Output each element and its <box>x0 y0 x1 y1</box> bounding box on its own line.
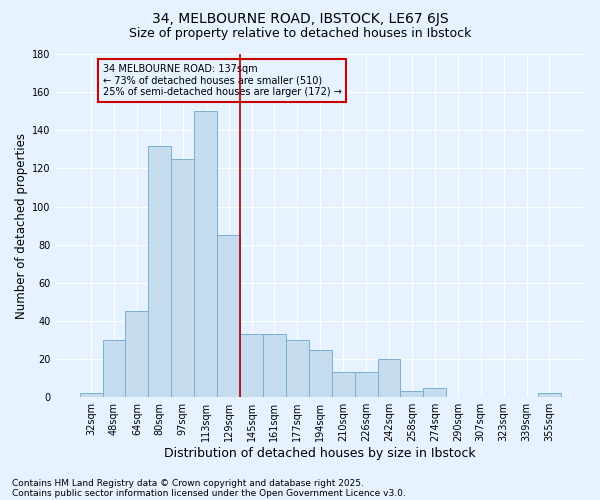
Bar <box>332 372 355 397</box>
Bar <box>171 159 194 397</box>
Bar <box>103 340 125 397</box>
Text: Size of property relative to detached houses in Ibstock: Size of property relative to detached ho… <box>129 28 471 40</box>
Bar <box>217 235 240 397</box>
Bar <box>538 394 561 397</box>
X-axis label: Distribution of detached houses by size in Ibstock: Distribution of detached houses by size … <box>164 447 476 460</box>
Bar <box>400 392 424 397</box>
Text: 34 MELBOURNE ROAD: 137sqm
← 73% of detached houses are smaller (510)
25% of semi: 34 MELBOURNE ROAD: 137sqm ← 73% of detac… <box>103 64 341 96</box>
Bar <box>377 359 400 397</box>
Bar <box>309 350 332 397</box>
Bar <box>80 394 103 397</box>
Text: Contains public sector information licensed under the Open Government Licence v3: Contains public sector information licen… <box>12 488 406 498</box>
Bar <box>194 111 217 397</box>
Bar <box>424 388 446 397</box>
Y-axis label: Number of detached properties: Number of detached properties <box>15 132 28 318</box>
Bar <box>286 340 309 397</box>
Bar <box>355 372 377 397</box>
Bar <box>125 312 148 397</box>
Text: Contains HM Land Registry data © Crown copyright and database right 2025.: Contains HM Land Registry data © Crown c… <box>12 478 364 488</box>
Text: 34, MELBOURNE ROAD, IBSTOCK, LE67 6JS: 34, MELBOURNE ROAD, IBSTOCK, LE67 6JS <box>152 12 448 26</box>
Bar <box>263 334 286 397</box>
Bar <box>240 334 263 397</box>
Bar <box>148 146 171 397</box>
